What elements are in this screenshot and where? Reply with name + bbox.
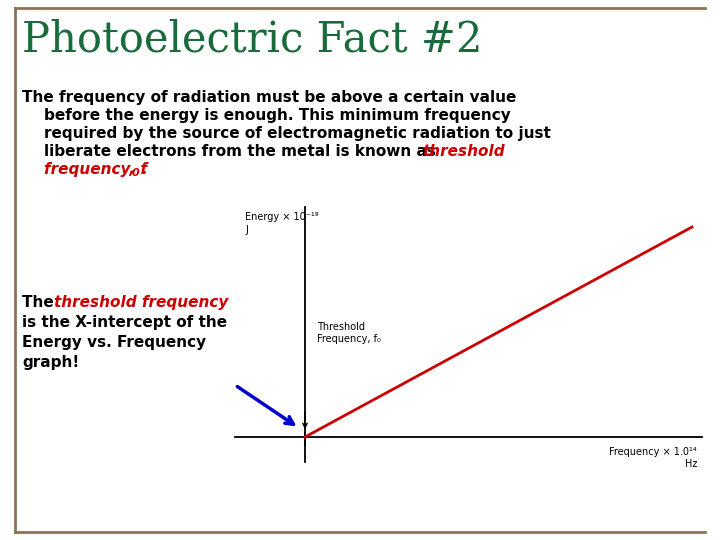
Text: Frequency, f₀: Frequency, f₀ — [317, 334, 381, 344]
FancyArrowPatch shape — [238, 387, 294, 424]
Text: J: J — [245, 225, 248, 235]
Text: Hz: Hz — [685, 459, 697, 469]
Text: before the energy is enough. This minimum frequency: before the energy is enough. This minimu… — [44, 108, 510, 123]
Text: The frequency of radiation must be above a certain value: The frequency of radiation must be above… — [22, 90, 516, 105]
Text: 0: 0 — [132, 168, 140, 178]
Text: Energy vs. Frequency: Energy vs. Frequency — [22, 335, 206, 350]
Text: threshold frequency: threshold frequency — [54, 295, 228, 310]
Text: is the X-intercept of the: is the X-intercept of the — [22, 315, 227, 330]
Text: The: The — [22, 295, 59, 310]
Text: Energy × 10⁻¹⁹: Energy × 10⁻¹⁹ — [245, 212, 319, 222]
Text: required by the source of electromagnetic radiation to just: required by the source of electromagneti… — [44, 126, 551, 141]
Text: Frequency × 1.0¹⁴: Frequency × 1.0¹⁴ — [609, 447, 697, 457]
Text: .: . — [141, 162, 147, 177]
Text: liberate electrons from the metal is known as: liberate electrons from the metal is kno… — [44, 144, 441, 159]
Text: Photoelectric Fact #2: Photoelectric Fact #2 — [22, 18, 482, 60]
Text: graph!: graph! — [22, 355, 79, 370]
Text: frequency, f: frequency, f — [44, 162, 147, 177]
Text: threshold: threshold — [422, 144, 505, 159]
Text: Threshold: Threshold — [317, 322, 365, 332]
